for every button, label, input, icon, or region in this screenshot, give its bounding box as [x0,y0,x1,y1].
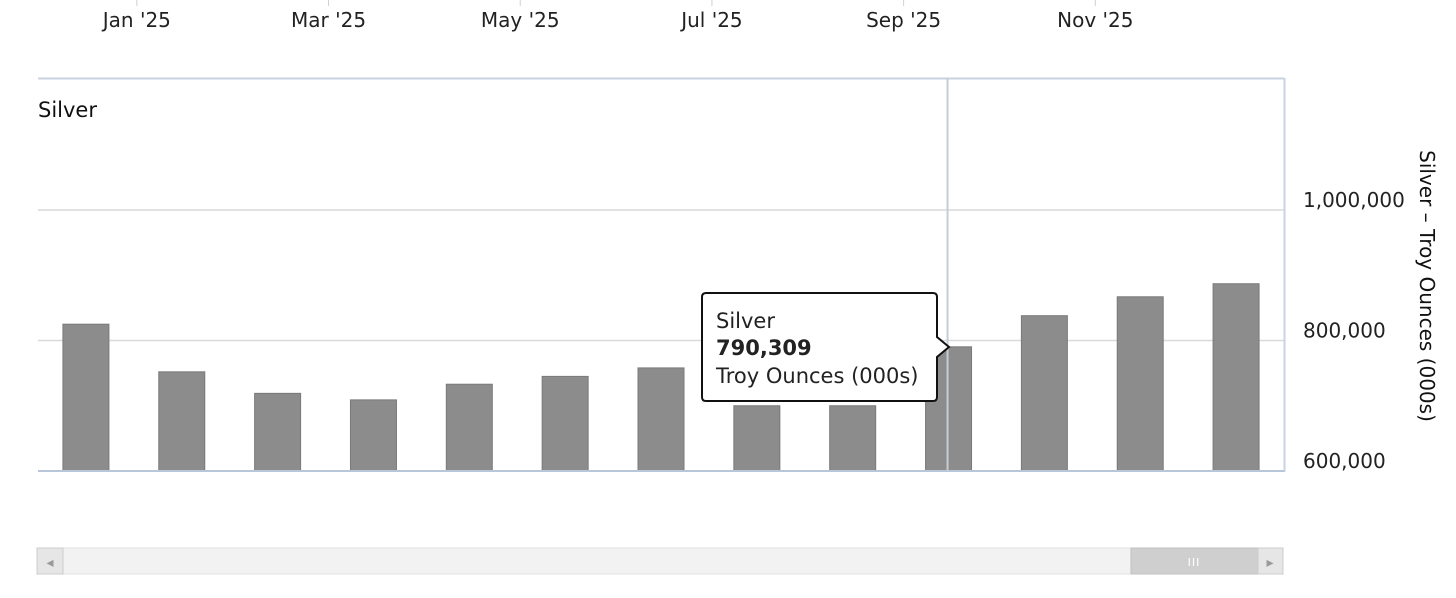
bar[interactable] [829,405,877,472]
y-axis-title: Silver – Troy Ounces (000s) [1415,150,1439,422]
x-tick-label: May '25 [481,8,560,32]
x-axis-top: Jan '25 Mar '25 May '25 Jul '25 Sep '25 Nov '… [101,0,1133,32]
x-tick-label: Mar '25 [291,8,366,32]
x-tick-label: Jul '25 [679,8,742,32]
bar[interactable] [445,383,493,472]
bar[interactable] [1020,315,1068,472]
bar[interactable] [1212,283,1260,472]
bar[interactable] [349,399,397,472]
scroll-right-button[interactable] [1257,547,1284,575]
chart-title: Silver [38,98,97,122]
navigator-scrollbar[interactable]: ◂ III ▸ [36,547,1284,575]
scroll-handle[interactable] [1130,547,1259,575]
bar[interactable] [541,375,589,472]
bar[interactable] [1116,296,1164,472]
scroll-left-arrow-icon: ◂ [46,555,53,571]
bar-series-silver[interactable] [62,283,1260,472]
x-tick-label: Sep '25 [866,8,941,32]
bar[interactable] [62,323,110,472]
y-gridlines [38,209,1284,342]
tooltip-box [701,292,951,402]
x-tick-label: Jan '25 [101,8,171,32]
scroll-right-arrow-icon: ▸ [1266,555,1273,571]
bar[interactable] [733,405,781,472]
y-axis-right: 600,000 800,000 1,000,000 [1303,188,1405,473]
tooltip-unit: Troy Ounces (000s) [715,364,919,388]
bar[interactable] [637,367,685,472]
scrollbar-track[interactable] [36,547,1284,575]
y-tick-label: 1,000,000 [1303,188,1405,212]
scroll-left-button[interactable] [36,547,64,575]
tooltip-value: 790,309 [716,336,812,360]
y-tick-label: 600,000 [1303,449,1386,473]
scroll-handle-grip-icon: III [1188,556,1201,569]
tooltip: Silver 790,309 Troy Ounces (000s) [701,292,951,402]
x-tick-label: Nov '25 [1057,8,1133,32]
bar[interactable] [254,392,302,472]
bar[interactable] [158,371,206,472]
y-tick-label: 800,000 [1303,319,1386,343]
tooltip-series-name: Silver [716,309,775,333]
